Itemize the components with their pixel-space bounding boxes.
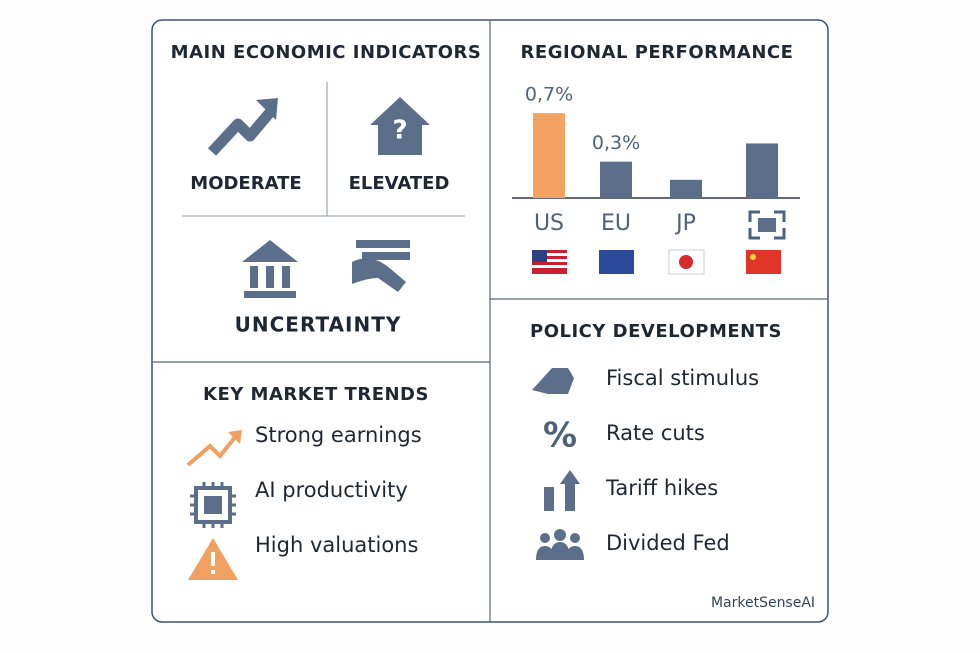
flag-eu (599, 250, 634, 274)
flag-us (532, 250, 567, 274)
bar (670, 179, 702, 198)
cn-icon (748, 210, 786, 240)
panel-title: MAIN ECONOMIC INDICATORS (171, 42, 482, 63)
percent-icon: % (543, 416, 577, 456)
trend-icon (207, 98, 278, 156)
trend-item: Strong earnings (255, 423, 422, 447)
svg-text:?: ? (392, 116, 407, 146)
hike-icon (544, 470, 580, 511)
indicator-label: MODERATE (190, 173, 301, 194)
bar (746, 143, 778, 198)
bar (600, 161, 632, 198)
policy-item: Fiscal stimulus (606, 366, 759, 390)
growth-icon (186, 430, 242, 467)
indicator-label: UNCERTAINTY (235, 313, 402, 337)
bar (533, 113, 565, 198)
x-tick-label: US (534, 211, 564, 236)
money-icon (352, 240, 410, 292)
panel-title: POLICY DEVELOPMENTS (530, 321, 782, 342)
trend-item: AI productivity (255, 478, 408, 502)
people-icon (536, 529, 584, 560)
hand-icon (532, 368, 574, 394)
bank-icon (242, 240, 298, 298)
value-label: 0,3% (592, 132, 640, 154)
flag-cn (746, 250, 781, 274)
trend-item: High valuations (255, 533, 418, 557)
chip-icon (190, 482, 236, 528)
x-tick-label: JP (674, 211, 696, 236)
chart-title: REGIONAL PERFORMANCE (521, 42, 794, 63)
indicator-label: ELEVATED (349, 173, 450, 194)
value-label: 0,7% (525, 84, 573, 106)
policy-item: Divided Fed (606, 531, 730, 555)
flag-jp (668, 249, 705, 275)
policy-item: Tariff hikes (605, 476, 718, 500)
brand: MarketSenseAI (711, 595, 815, 611)
warning-icon (188, 538, 238, 580)
house-icon: ? (370, 97, 430, 155)
x-tick-label: EU (601, 211, 631, 236)
panel-title: KEY MARKET TRENDS (203, 384, 429, 405)
policy-item: Rate cuts (606, 421, 705, 445)
